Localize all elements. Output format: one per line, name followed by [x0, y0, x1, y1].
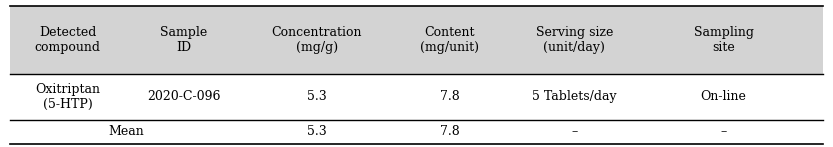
- Text: 5.3: 5.3: [307, 125, 327, 138]
- Text: On-line: On-line: [701, 90, 746, 103]
- Text: Detected
compound: Detected compound: [35, 26, 101, 54]
- Text: Mean: Mean: [108, 125, 144, 138]
- Text: 7.8: 7.8: [440, 90, 460, 103]
- Bar: [10, 6, 823, 74]
- Text: Sample
ID: Sample ID: [161, 26, 207, 54]
- Text: 2020-C-096: 2020-C-096: [147, 90, 221, 103]
- Text: –: –: [721, 125, 727, 138]
- Text: Sampling
site: Sampling site: [694, 26, 754, 54]
- Text: Serving size
(unit/day): Serving size (unit/day): [536, 26, 613, 54]
- Text: 5.3: 5.3: [307, 90, 327, 103]
- Text: 5 Tablets/day: 5 Tablets/day: [532, 90, 616, 103]
- Text: 7.8: 7.8: [440, 125, 460, 138]
- Text: Concentration
(mg/g): Concentration (mg/g): [272, 26, 362, 54]
- Text: –: –: [571, 125, 577, 138]
- Text: Oxitriptan
(5-HTP): Oxitriptan (5-HTP): [35, 83, 100, 111]
- Text: Content
(mg/unit): Content (mg/unit): [420, 26, 479, 54]
